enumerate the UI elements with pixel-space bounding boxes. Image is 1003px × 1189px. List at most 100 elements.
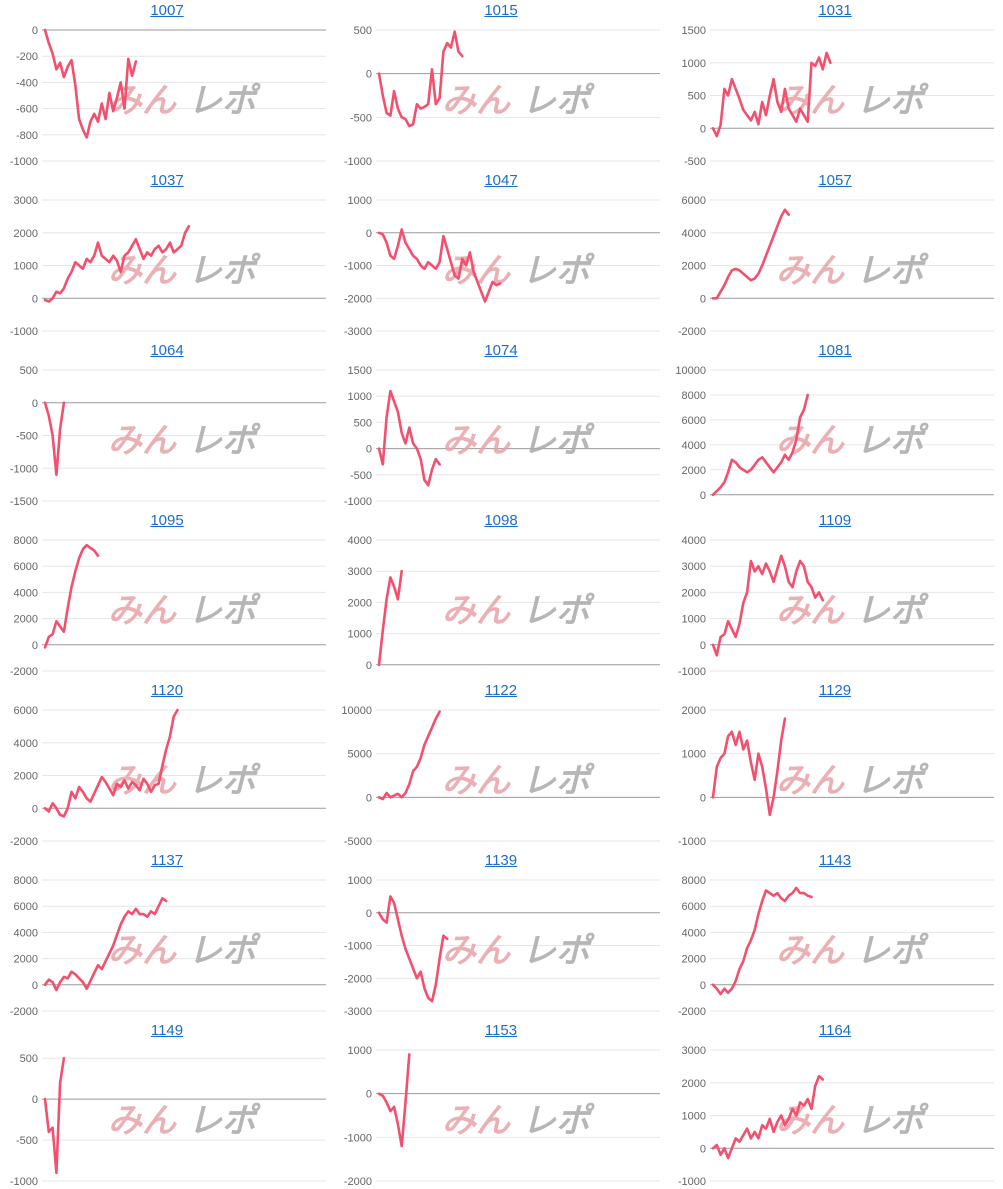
- y-tick-label: 6000: [682, 901, 706, 913]
- watermark-left: みん: [108, 591, 177, 631]
- y-tick-label: 1000: [348, 1045, 372, 1057]
- y-tick-label: 1000: [682, 58, 706, 70]
- series-line: [377, 389, 441, 487]
- series-line: [43, 28, 138, 139]
- y-tick-label: -2000: [344, 973, 372, 985]
- line-chart: 500 0 -500 -1000 みん レポ: [10, 1053, 326, 1188]
- chart-title-link[interactable]: 1015: [484, 2, 518, 19]
- y-tick-label: 1000: [14, 261, 38, 273]
- y-tick-label: 0: [700, 293, 706, 305]
- chart-title-link[interactable]: 1122: [484, 682, 518, 699]
- y-tick-label: 5000: [348, 749, 372, 761]
- y-tick-label: -3000: [344, 1006, 372, 1018]
- y-tick-label: 0: [32, 640, 38, 652]
- y-tick-label: 6000: [14, 561, 38, 573]
- chart-cell: 1137 8000 6000 4000 2000 0 -2000 みん レポ: [0, 850, 334, 1019]
- chart-title-link[interactable]: 1074: [484, 342, 518, 359]
- series-line: [711, 886, 813, 996]
- y-tick-label: -600: [16, 104, 38, 116]
- line-chart: 8000 6000 4000 2000 0 -2000 みん レポ: [678, 875, 994, 1018]
- y-tick-label: -1500: [10, 496, 38, 508]
- chart-cell: 1064 500 0 -500 -1000 -1500 みん レポ: [0, 340, 334, 509]
- y-tick-label: 0: [366, 660, 372, 672]
- y-tick-label: -2000: [678, 326, 706, 338]
- line-chart: 4000 3000 2000 1000 0 みん レポ: [348, 535, 660, 672]
- y-tick-label: -1000: [678, 1176, 706, 1188]
- y-tick-label: 6000: [14, 901, 38, 913]
- chart-title-link[interactable]: 1095: [150, 512, 184, 529]
- y-tick-label: 0: [366, 1089, 372, 1101]
- chart-title-link[interactable]: 1081: [818, 342, 852, 359]
- y-tick-label: 500: [20, 1053, 38, 1065]
- watermark-right: レポ: [522, 931, 595, 971]
- watermark-right: レポ: [856, 761, 929, 801]
- chart-cell: 1031 1500 1000 500 0 -500 みん レポ: [668, 0, 1002, 169]
- chart-cell: 1095 8000 6000 4000 2000 0 -2000 みん レポ: [0, 510, 334, 679]
- y-tick-label: -1000: [344, 261, 372, 273]
- y-tick-label: 1500: [682, 25, 706, 37]
- watermark-right: レポ: [188, 1101, 261, 1141]
- chart-title-link[interactable]: 1143: [818, 852, 852, 869]
- chart-title-link[interactable]: 1047: [484, 172, 518, 189]
- chart-title-link[interactable]: 1109: [818, 512, 852, 529]
- y-tick-label: -1000: [10, 326, 38, 338]
- chart-cell: 1143 8000 6000 4000 2000 0 -2000 みん レポ: [668, 850, 1002, 1019]
- chart-title-link[interactable]: 1139: [484, 852, 518, 869]
- y-tick-label: 3000: [14, 195, 38, 207]
- y-tick-label: -1000: [10, 463, 38, 475]
- chart-title-link[interactable]: 1098: [484, 512, 518, 529]
- y-tick-label: 8000: [682, 875, 706, 887]
- watermark-right: レポ: [522, 591, 595, 631]
- watermark-right: レポ: [188, 591, 261, 631]
- chart-title-link[interactable]: 1007: [150, 2, 184, 19]
- y-tick-label: 2000: [14, 614, 38, 626]
- watermark-left: みん: [442, 931, 511, 971]
- y-tick-label: -2000: [10, 1006, 38, 1018]
- y-tick-label: 500: [354, 417, 372, 429]
- chart-title-link[interactable]: 1164: [818, 1022, 852, 1039]
- chart-title-link[interactable]: 1149: [150, 1022, 184, 1039]
- chart-cell: 1109 4000 3000 2000 1000 0 -1000 みん レポ: [668, 510, 1002, 679]
- chart-title-link[interactable]: 1064: [150, 342, 184, 359]
- y-tick-label: 0: [32, 398, 38, 410]
- y-tick-label: -500: [350, 112, 372, 124]
- series-line: [43, 401, 66, 477]
- watermark-left: みん: [442, 81, 511, 121]
- y-tick-label: 4000: [14, 738, 38, 750]
- y-tick-label: 4000: [14, 927, 38, 939]
- series-line: [711, 1074, 825, 1160]
- chart-title-link[interactable]: 1137: [150, 852, 184, 869]
- watermark-right: レポ: [856, 421, 929, 461]
- y-tick-label: 1000: [348, 875, 372, 887]
- y-tick-label: 500: [688, 91, 706, 103]
- series-line: [711, 208, 790, 300]
- y-tick-label: -1000: [344, 941, 372, 953]
- series-line: [43, 224, 191, 303]
- y-tick-label: -500: [16, 431, 38, 443]
- chart-title-link[interactable]: 1153: [484, 1022, 518, 1039]
- y-tick-label: -500: [684, 156, 706, 168]
- chart-cell: 1047 1000 0 -1000 -2000 -3000 みん レポ: [334, 170, 668, 339]
- line-chart: 8000 6000 4000 2000 0 -2000 みん レポ: [10, 535, 326, 678]
- y-tick-label: 0: [700, 490, 706, 502]
- chart-title-link[interactable]: 1057: [818, 172, 852, 189]
- y-tick-label: 2000: [14, 771, 38, 783]
- y-tick-label: 2000: [682, 465, 706, 477]
- y-tick-label: 2000: [682, 1078, 706, 1090]
- y-tick-label: 0: [700, 1143, 706, 1155]
- chart-title-link[interactable]: 1037: [150, 172, 184, 189]
- y-tick-label: 1000: [348, 391, 372, 403]
- series-line: [43, 1056, 66, 1175]
- watermark-right: レポ: [188, 421, 261, 461]
- y-tick-label: 0: [366, 69, 372, 81]
- y-tick-label: -1000: [344, 1132, 372, 1144]
- watermark-right: レポ: [188, 931, 261, 971]
- chart-title-link[interactable]: 1129: [818, 682, 852, 699]
- y-tick-label: 10000: [675, 365, 706, 377]
- y-tick-label: -5000: [344, 836, 372, 848]
- watermark-right: レポ: [856, 1101, 929, 1141]
- chart-title-link[interactable]: 1031: [818, 2, 852, 19]
- chart-title-link[interactable]: 1120: [150, 682, 184, 699]
